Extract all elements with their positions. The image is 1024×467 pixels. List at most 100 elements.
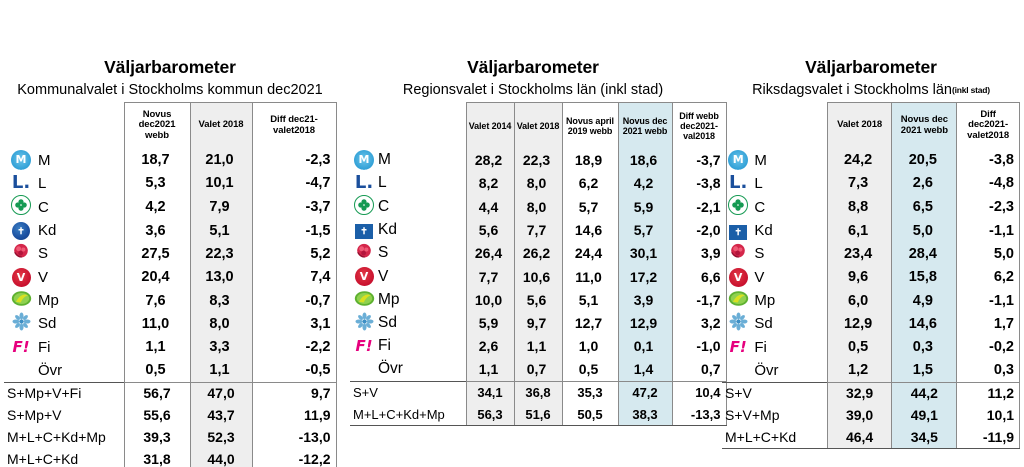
data-value: 0,3 bbox=[891, 335, 958, 359]
diff-value: -2,3 bbox=[956, 195, 1020, 220]
data-value: 7,7 bbox=[513, 218, 563, 242]
summary-label: M+L+C+Kd+Mp bbox=[350, 403, 466, 426]
party-name: M bbox=[754, 151, 767, 169]
diff-value: 5,2 bbox=[251, 242, 337, 266]
v-icon: V bbox=[728, 267, 748, 287]
party-logo-cell: L. bbox=[350, 172, 378, 195]
summary-value: 31,8 bbox=[123, 448, 191, 467]
panel-riksdagsvalet: Väljarbarometer Riksdagsvalet i Stockhol… bbox=[716, 0, 1020, 467]
summary-label: M+L+C+Kd bbox=[722, 426, 828, 449]
party-logo-cell bbox=[350, 195, 378, 218]
party-logo-cell: L. bbox=[4, 172, 38, 195]
diff-value: -1,5 bbox=[251, 219, 337, 243]
v-icon: V bbox=[354, 267, 374, 287]
fi-icon: F! bbox=[12, 338, 30, 357]
table-row: Sd 5,9 9,7 12,7 12,9 3,2 bbox=[350, 311, 727, 335]
kd-icon: ✝ bbox=[355, 223, 373, 239]
party-logo-cell: F! bbox=[350, 335, 378, 358]
diff-value: -1,7 bbox=[671, 288, 727, 312]
summary-diff: -12,2 bbox=[251, 448, 337, 467]
data-value: 6,1 bbox=[826, 219, 893, 243]
summary-value: 51,6 bbox=[513, 403, 563, 426]
summary-value: 43,7 bbox=[189, 404, 253, 427]
summary-label: S+V bbox=[350, 380, 466, 404]
data-value: 10,1 bbox=[189, 171, 253, 196]
party-name: S bbox=[38, 245, 49, 263]
mp-icon bbox=[11, 290, 32, 307]
table-row: L. L 8,2 8,0 6,2 4,2 -3,8 bbox=[350, 171, 727, 196]
table-header-row: Valet 2014 Valet 2018 Novus april 2019 web… bbox=[350, 101, 727, 149]
data-value: 20,4 bbox=[123, 265, 191, 289]
party-logo-cell bbox=[4, 195, 38, 219]
mp-icon bbox=[728, 290, 749, 307]
diff-value: -2,2 bbox=[251, 335, 337, 359]
data-value: 2,6 bbox=[891, 171, 958, 196]
data-value: 1,5 bbox=[891, 358, 958, 383]
column-header-1: Novus dec 2021 webb bbox=[891, 101, 958, 149]
data-value: 3,9 bbox=[617, 288, 673, 312]
column-header-2: Diff dec2021-valet2018 bbox=[956, 101, 1020, 149]
data-value: 8,3 bbox=[189, 288, 253, 313]
no-icon bbox=[11, 359, 31, 377]
table-row: V V 9,6 15,8 6,2 bbox=[722, 265, 1020, 289]
diff-value: 0,7 bbox=[671, 358, 727, 382]
sd-icon bbox=[729, 312, 748, 331]
party-name: M bbox=[378, 151, 391, 169]
party-name: Mp bbox=[38, 292, 59, 310]
party-name: L bbox=[38, 174, 47, 192]
party-name: V bbox=[378, 267, 389, 285]
table-row: L. L 5,3 10,1 -4,7 bbox=[4, 171, 337, 196]
data-value: 14,6 bbox=[891, 312, 958, 336]
data-value: 8,0 bbox=[513, 171, 563, 196]
table-header-row: Novus dec2021 webb Valet 2018 Diff dec21-v… bbox=[4, 101, 337, 149]
table-row: M M 24,2 20,5 -3,8 bbox=[722, 148, 1020, 172]
data-value: 12,9 bbox=[826, 312, 893, 336]
party-name: Kd bbox=[378, 220, 397, 238]
summary-row: S+Mp+V+Fi 56,7 47,0 9,7 bbox=[4, 381, 337, 405]
data-value: 5,6 bbox=[465, 218, 515, 242]
data-value: 18,7 bbox=[123, 148, 191, 172]
data-value: 1,1 bbox=[123, 335, 191, 359]
party-name: Sd bbox=[38, 315, 57, 333]
data-value: 7,3 bbox=[826, 171, 893, 196]
subtitle-main: Regionsvalet i Stockholms län (inkl stad… bbox=[402, 82, 664, 99]
diff-value: -0,7 bbox=[251, 288, 337, 313]
c-icon bbox=[354, 195, 374, 216]
data-value: 1,2 bbox=[826, 358, 893, 383]
table-row: M M 28,2 22,3 18,9 18,6 -3,7 bbox=[350, 148, 727, 172]
panel-subtitle: Riksdagsvalet i Stockholms län(inkl stad… bbox=[722, 82, 1020, 99]
data-value: 0,5 bbox=[561, 358, 619, 382]
party-name: Kd bbox=[38, 222, 57, 240]
diff-value: -2,3 bbox=[251, 148, 337, 172]
party-name: Övr bbox=[754, 361, 779, 379]
diff-value: 6,2 bbox=[956, 265, 1020, 289]
party-logo-cell bbox=[350, 288, 378, 311]
kd-icon: ✝ bbox=[12, 222, 30, 241]
table-row: L. L 7,3 2,6 -4,8 bbox=[722, 171, 1020, 196]
party-logo-cell bbox=[350, 312, 378, 335]
data-value: 5,1 bbox=[561, 288, 619, 312]
summary-diff: 10,4 bbox=[671, 380, 727, 404]
diff-value: -1,0 bbox=[671, 334, 727, 359]
diff-value: 3,9 bbox=[671, 241, 727, 265]
party-logo-cell bbox=[350, 358, 378, 381]
party-logo-cell bbox=[4, 289, 38, 312]
no-icon bbox=[354, 359, 374, 377]
l-icon: L. bbox=[354, 172, 374, 194]
table-kommunalvalet: Novus dec2021 webb Valet 2018 Diff dec21-v… bbox=[4, 101, 337, 467]
party-name: Kd bbox=[754, 222, 773, 240]
summary-value: 46,4 bbox=[826, 426, 893, 449]
column-header-1: Valet 2018 bbox=[513, 101, 563, 149]
data-value: 3,3 bbox=[189, 335, 253, 359]
summary-row: M+L+C+Kd+Mp 39,3 52,3 -13,0 bbox=[4, 426, 337, 449]
sd-icon bbox=[354, 312, 374, 331]
summary-value: 39,3 bbox=[123, 426, 191, 449]
summary-diff: -11,9 bbox=[956, 426, 1020, 449]
summary-value: 55,6 bbox=[123, 404, 191, 427]
table-row: Mp 6,0 4,9 -1,1 bbox=[722, 288, 1020, 313]
data-value: 23,4 bbox=[826, 242, 893, 266]
summary-value: 44,0 bbox=[189, 448, 253, 467]
party-name: V bbox=[754, 268, 765, 286]
summary-row: M+L+C+Kd 46,4 34,5 -11,9 bbox=[722, 426, 1020, 449]
data-value: 8,2 bbox=[465, 171, 515, 196]
